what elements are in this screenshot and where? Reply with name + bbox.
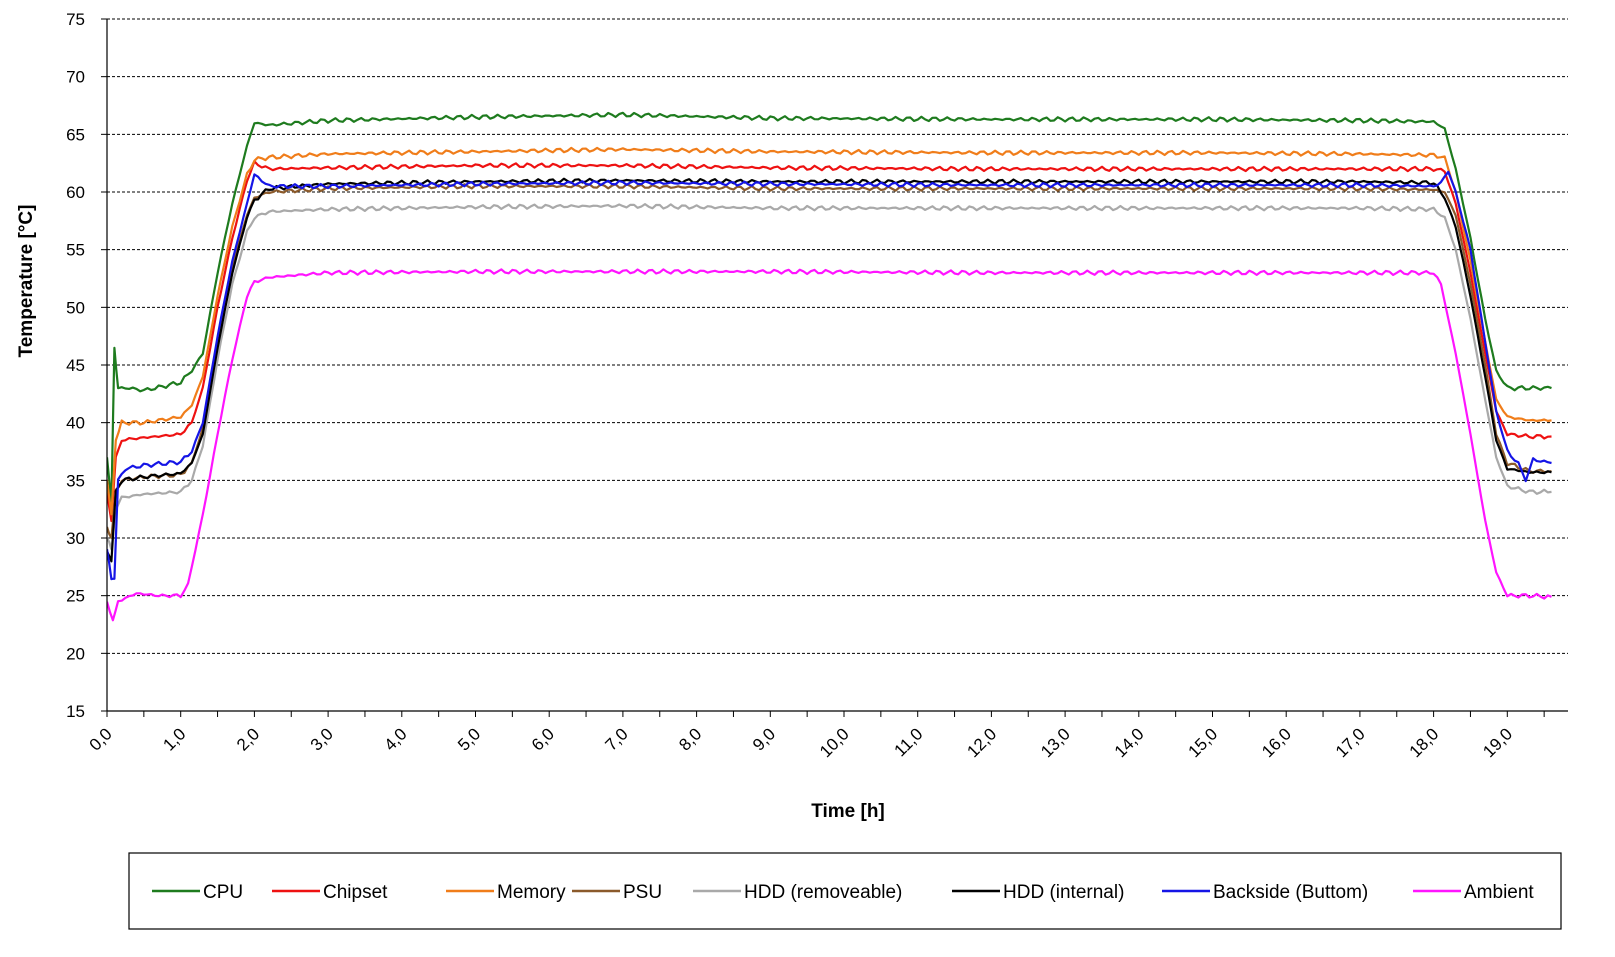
series-line-2: [107, 146, 1552, 516]
y-tick-labels: 15 20 25 30 35 40 45 50 55 60 65 70 75: [66, 10, 85, 721]
legend-label: HDD (internal): [1003, 882, 1124, 903]
y-tick-label: 65: [66, 125, 85, 144]
x-tick-label: 8,0: [675, 724, 705, 754]
series-line-7: [107, 268, 1552, 622]
legend-label: Chipset: [323, 882, 388, 903]
gridlines: [107, 18, 1568, 654]
y-tick-label: 70: [66, 68, 85, 87]
x-tick-label: 12,0: [963, 724, 1000, 761]
legend-box: [128, 852, 1562, 930]
legend-label: Ambient: [1464, 882, 1534, 903]
y-tick-label: 30: [66, 529, 85, 548]
legend-label: HDD (removeable): [744, 882, 902, 903]
y-tick-label: 40: [66, 414, 85, 433]
y-axis-title: Temperature [°C]: [16, 205, 37, 358]
axes: [101, 18, 1568, 717]
series-line-0: [107, 111, 1552, 505]
series-lines: [107, 111, 1552, 622]
x-tick-label: 13,0: [1037, 724, 1074, 761]
x-tick-label: 18,0: [1406, 724, 1443, 761]
y-tick-label: 50: [66, 298, 85, 317]
series-line-3: [107, 183, 1552, 540]
y-tick-label: 75: [66, 10, 85, 29]
x-axis-title: Time [h]: [811, 801, 885, 822]
x-tick-label: 7,0: [602, 724, 632, 754]
x-tick-label: 3,0: [307, 724, 337, 754]
x-tick-label: 4,0: [380, 724, 410, 754]
x-tick-label: 17,0: [1332, 724, 1369, 761]
legend: CPU Chipset Memory PSU HDD (removeable) HDD (…: [128, 852, 1562, 930]
series-line-1: [107, 160, 1552, 523]
y-tick-label: 35: [66, 471, 85, 490]
series-line-6: [107, 170, 1552, 581]
legend-label: CPU: [203, 882, 243, 903]
x-tick-labels: 0,0 1,0 2,0 3,0 4,0 5,0 6,0 7,0 8,0 9,0 10,0 11,0 12…: [86, 724, 1516, 761]
legend-label: PSU: [623, 882, 662, 903]
y-tick-label: 20: [66, 644, 85, 663]
x-tick-label: 11,0: [891, 724, 927, 760]
x-tick-label: 19,0: [1479, 724, 1516, 761]
legend-label: Backside (Buttom): [1213, 882, 1368, 903]
y-tick-label: 45: [66, 356, 85, 375]
y-tick-label: 60: [66, 183, 85, 202]
x-tick-label: 9,0: [749, 724, 779, 754]
x-tick-label: 2,0: [233, 724, 263, 754]
x-tick-label: 6,0: [528, 724, 558, 754]
series-line-4: [107, 203, 1552, 551]
x-tick-label: 0,0: [86, 724, 116, 754]
x-tick-label: 14,0: [1111, 724, 1148, 761]
x-tick-label: 16,0: [1258, 724, 1295, 761]
y-tick-label: 55: [66, 241, 85, 260]
x-tick-label: 15,0: [1184, 724, 1221, 761]
x-tick-label: 10,0: [816, 724, 853, 761]
y-tick-label: 25: [66, 587, 85, 606]
legend-label: Memory: [497, 882, 566, 903]
x-tick-label: 5,0: [454, 724, 484, 754]
series-line-5: [107, 177, 1552, 563]
x-tick-label: 1,0: [159, 724, 189, 754]
y-tick-label: 15: [66, 702, 85, 721]
